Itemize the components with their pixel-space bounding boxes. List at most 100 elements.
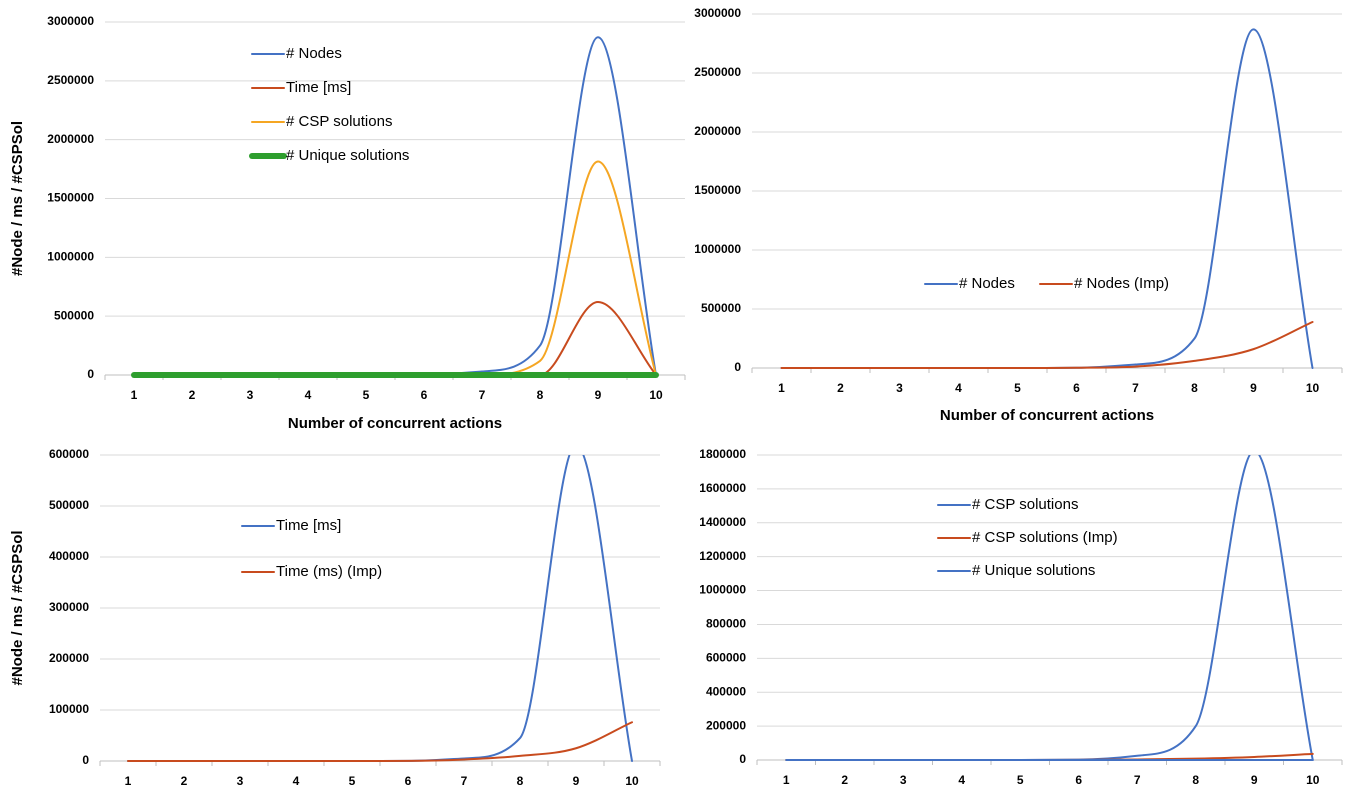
- y-tick-label: 1000000: [694, 242, 741, 256]
- y-tick-label: 600000: [706, 651, 746, 665]
- x-tick-label: 7: [479, 388, 486, 402]
- x-tick-label: 8: [537, 388, 544, 402]
- x-tick-label: 5: [349, 774, 356, 788]
- legend: # Nodes # Nodes (Imp): [924, 275, 1169, 292]
- x-tick-label: 8: [1192, 773, 1199, 787]
- legend-label-unique-solutions: # Unique solutions: [972, 562, 1095, 579]
- y-tick-label: 1500000: [47, 191, 94, 205]
- legend-label-csp-solutions-imp: # CSP solutions (Imp): [972, 529, 1118, 546]
- y-tick-label: 0: [82, 753, 89, 767]
- y-tick-label: 600000: [49, 447, 89, 461]
- x-tick-label: 2: [181, 774, 188, 788]
- x-tick-label: 2: [841, 773, 848, 787]
- legend: Time [ms] Time (ms) (Imp): [241, 517, 382, 580]
- x-tick-label: 2: [837, 381, 844, 395]
- y-tick-label: 2000000: [694, 124, 741, 138]
- legend-label-csp-solutions: # CSP solutions: [286, 113, 392, 130]
- legend-label-time-ms-imp: Time (ms) (Imp): [276, 563, 382, 580]
- legend-label-nodes-imp: # Nodes (Imp): [1074, 275, 1169, 292]
- chart-panel-4: 0 200000 400000 600000 800000 1000000 1200000 1…: [699, 447, 1343, 787]
- y-tick-label: 2000000: [47, 132, 94, 146]
- x-axis-title: Number of concurrent actions: [940, 407, 1154, 424]
- y-tick-label: 300000: [49, 600, 89, 614]
- chart-panel-3: 0 100000 200000 300000 400000 500000 600000 1 2 3…: [9, 447, 661, 788]
- legend-label-unique-solutions: # Unique solutions: [286, 147, 409, 164]
- y-tick-label: 800000: [706, 617, 746, 631]
- x-tick-label: 4: [955, 381, 962, 395]
- x-tick-label: 1: [131, 388, 138, 402]
- x-tick-label: 4: [293, 774, 300, 788]
- x-tick-label: 9: [573, 774, 580, 788]
- y-axis-title: #Node / ms / #CSPSol: [9, 121, 26, 276]
- legend-label-time-ms: Time [ms]: [286, 79, 351, 96]
- series-line-time-ms-imp: [127, 721, 633, 762]
- x-tick-label: 6: [405, 774, 412, 788]
- x-tick-label: 3: [237, 774, 244, 788]
- x-tick-label: 2: [189, 388, 196, 402]
- x-tick-label: 9: [1251, 773, 1258, 787]
- y-tick-label: 500000: [49, 498, 89, 512]
- y-tick-label: 100000: [49, 702, 89, 716]
- y-tick-label: 400000: [706, 684, 746, 698]
- chart-panel-2: 0 500000 1000000 1500000 2000000 2500000 30000…: [694, 6, 1343, 424]
- x-tick-label: 9: [1250, 381, 1257, 395]
- x-tick-label: 8: [1191, 381, 1198, 395]
- x-tick-label: 5: [1017, 773, 1024, 787]
- series-line-time-ms: [127, 455, 633, 762]
- y-tick-label: 2500000: [694, 65, 741, 79]
- y-tick-label: 0: [734, 360, 741, 374]
- legend-label-time-ms: Time [ms]: [276, 517, 341, 534]
- y-tick-label: 3000000: [47, 14, 94, 28]
- y-tick-label: 3000000: [694, 6, 741, 20]
- y-tick-label: 1200000: [699, 549, 746, 563]
- x-axis-title: Number of concurrent actions: [288, 415, 502, 432]
- y-tick-label: 1400000: [699, 515, 746, 529]
- x-tick-label: 1: [783, 773, 790, 787]
- y-tick-label: 0: [739, 752, 746, 766]
- legend-label-nodes: # Nodes: [959, 275, 1015, 292]
- x-tick-label: 1: [778, 381, 785, 395]
- x-tick-label: 5: [1014, 381, 1021, 395]
- x-tick-label: 8: [517, 774, 524, 788]
- y-tick-label: 1600000: [699, 481, 746, 495]
- y-axis-title: #Node / ms / #CSPSol: [9, 530, 26, 685]
- x-tick-label: 6: [421, 388, 428, 402]
- y-tick-label: 200000: [49, 651, 89, 665]
- y-tick-label: 500000: [701, 301, 741, 315]
- y-tick-label: 2500000: [47, 73, 94, 87]
- y-tick-label: 400000: [49, 549, 89, 563]
- legend: # Nodes Time [ms] # CSP solutions # Unique …: [249, 45, 409, 164]
- x-tick-label: 10: [1306, 773, 1320, 787]
- x-tick-label: 4: [305, 388, 312, 402]
- legend-label-csp-solutions: # CSP solutions: [972, 496, 1078, 513]
- x-tick-label: 7: [461, 774, 468, 788]
- x-tick-label: 3: [247, 388, 254, 402]
- series-line-nodes: [780, 28, 1314, 369]
- series-line-csp-solutions: [133, 160, 657, 376]
- x-tick-label: 4: [958, 773, 965, 787]
- x-tick-label: 1: [125, 774, 132, 788]
- x-tick-label: 10: [625, 774, 639, 788]
- x-tick-label: 7: [1134, 773, 1141, 787]
- x-tick-label: 3: [896, 381, 903, 395]
- y-tick-label: 200000: [706, 718, 746, 732]
- y-tick-label: 500000: [54, 308, 94, 322]
- x-tick-label: 6: [1073, 381, 1080, 395]
- legend: # CSP solutions # CSP solutions (Imp) # Un…: [937, 496, 1118, 579]
- y-tick-label: 1800000: [699, 447, 746, 461]
- x-tick-label: 10: [1306, 381, 1320, 395]
- y-tick-label: 1000000: [699, 583, 746, 597]
- x-tick-label: 6: [1075, 773, 1082, 787]
- x-tick-label: 3: [900, 773, 907, 787]
- series-line-time-ms: [133, 301, 657, 376]
- y-tick-label: 1500000: [694, 183, 741, 197]
- legend-label-nodes: # Nodes: [286, 45, 342, 62]
- series-line-nodes-imp: [780, 320, 1314, 369]
- x-tick-label: 10: [649, 388, 663, 402]
- chart-panel-1: 0 500000 1000000 1500000 2000000 2500000 30000…: [9, 14, 686, 432]
- x-tick-label: 5: [363, 388, 370, 402]
- x-tick-label: 9: [595, 388, 602, 402]
- x-tick-label: 7: [1132, 381, 1139, 395]
- y-tick-label: 1000000: [47, 250, 94, 264]
